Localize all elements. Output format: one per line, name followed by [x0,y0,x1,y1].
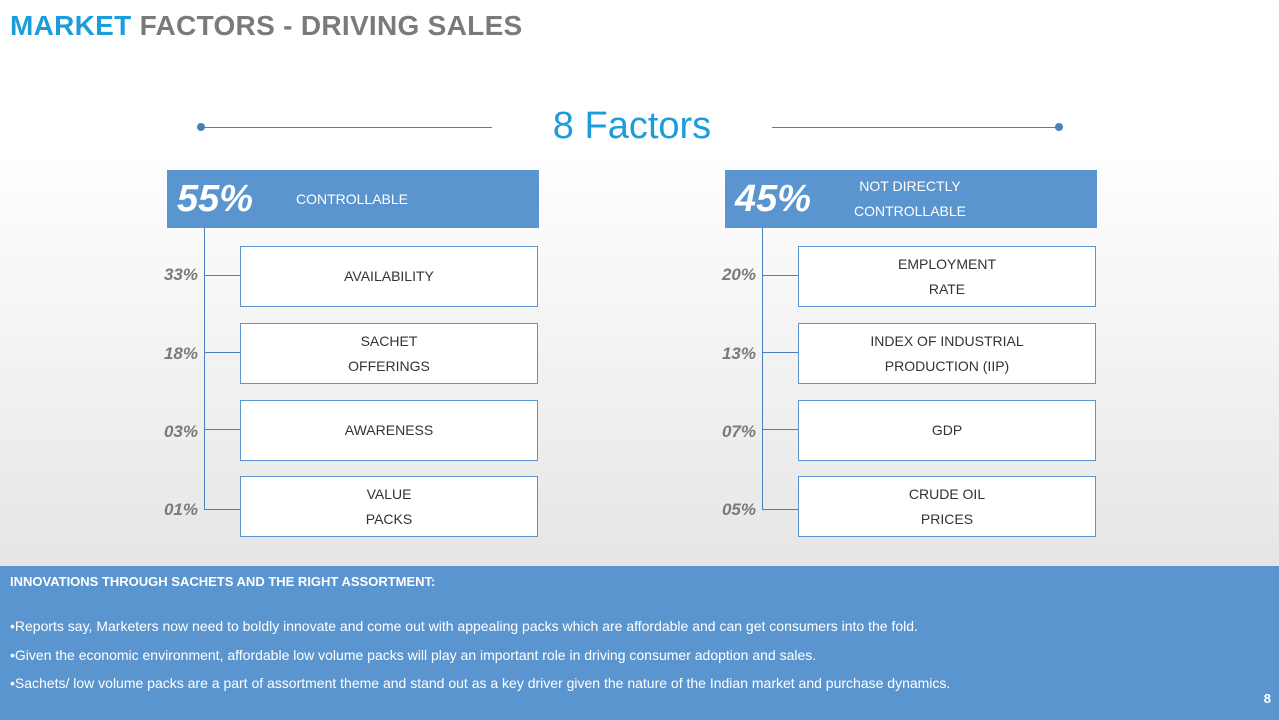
factor-percentage: 13% [721,344,756,363]
connector-line-left [201,127,492,128]
tree-trunk [762,228,763,509]
factor-percentage: 05% [721,500,756,519]
group-controllable: 55% CONTROLLABLE 33% AVAILABILITY 18% SA… [164,170,547,540]
tree-branch [204,509,240,510]
factor-box-iip: INDEX OF INDUSTRIAL PRODUCTION (IIP) [798,323,1096,384]
factor-percentage: 33% [163,265,198,284]
tree-branch [762,509,798,510]
group-label: NOT DIRECTLY CONTROLLABLE [853,178,967,219]
factor-percentage: 20% [721,265,756,284]
factor-box-availability: AVAILABILITY [240,246,538,307]
factor-box-sachet-offerings: SACHET OFFERINGS [240,323,538,384]
factor-box-awareness: AWARENESS [240,400,538,461]
innovations-heading: INNOVATIONS THROUGH SACHETS AND THE RIGH… [10,574,436,589]
bullet-item: •Given the economic environment, afforda… [10,647,817,663]
group-header: 45% NOT DIRECTLY CONTROLLABLE [725,170,1097,228]
factor-percentage: 01% [163,500,198,519]
bullet-item: •Sachets/ low volume packs are a part of… [10,675,951,691]
factor-box-value-packs: VALUE PACKS [240,476,538,537]
group-percentage: 45% [735,178,812,220]
page-number: 8 [1263,691,1271,706]
factor-percentage: 03% [163,422,198,441]
innovations-panel: INNOVATIONS THROUGH SACHETS AND THE RIGH… [0,566,1279,720]
factor-box-employment-rate: EMPLOYMENT RATE [798,246,1096,307]
bullet-item: •Reports say, Marketers now need to bold… [10,618,918,634]
tree-branch [204,352,240,353]
factor-box-crude-oil-prices: CRUDE OIL PRICES [798,476,1096,537]
factors-title: 8 Factors [492,95,772,160]
group-not-directly-controllable: 45% NOT DIRECTLY CONTROLLABLE 20% EMPLOY… [722,170,1105,540]
title-accent: MARKET [10,10,132,41]
tree-branch [762,429,798,430]
factor-percentage: 18% [163,344,198,363]
group-header: 55% CONTROLLABLE [167,170,539,228]
factor-box-gdp: GDP [798,400,1096,461]
tree-trunk [204,228,205,509]
tree-branch [762,352,798,353]
page-title: MARKET FACTORS - DRIVING SALES [10,10,523,42]
group-label: CONTROLLABLE [295,190,409,207]
connector-line-right [772,127,1058,128]
factor-percentage: 07% [721,422,756,441]
tree-branch [204,429,240,430]
tree-branch [204,275,240,276]
group-percentage: 55% [177,178,254,220]
factors-header: 8 Factors [0,95,1279,160]
connector-dot-right [1055,123,1063,131]
title-rest: FACTORS - DRIVING SALES [139,10,523,41]
tree-branch [762,275,798,276]
